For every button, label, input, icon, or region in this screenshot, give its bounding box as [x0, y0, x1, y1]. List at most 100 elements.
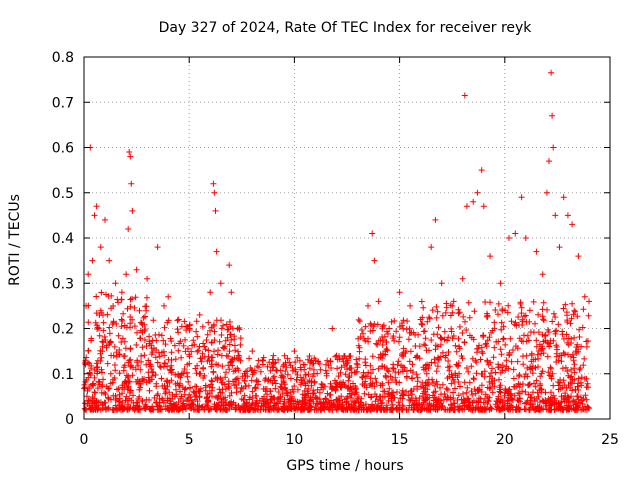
roti-sample: [583, 343, 590, 350]
roti-sample: [499, 367, 506, 374]
roti-sample: [478, 382, 485, 389]
roti-sample: [181, 366, 188, 372]
roti-sample: [102, 337, 109, 343]
roti-sample: [576, 400, 583, 407]
roti-sample: [225, 353, 232, 360]
roti-sample: [411, 401, 418, 408]
roti-sample: [507, 335, 514, 342]
roti-sample: [200, 365, 207, 372]
roti-sample: [546, 343, 553, 350]
roti-point: [586, 298, 592, 305]
roti-sample: [454, 403, 461, 410]
roti-sample: [141, 336, 148, 343]
roti-point: [125, 226, 132, 232]
roti-sample: [143, 343, 150, 349]
roti-sample: [489, 389, 496, 396]
roti-sample: [404, 318, 411, 325]
roti-sample: [131, 304, 138, 311]
roti-sample: [461, 339, 468, 345]
roti-sample: [238, 384, 245, 391]
roti-sample: [252, 384, 259, 391]
roti-sample: [133, 342, 140, 348]
roti-sample: [132, 404, 139, 411]
roti-sample: [119, 390, 126, 397]
roti-sample: [215, 347, 222, 354]
roti-sample: [110, 352, 117, 359]
roti-point: [154, 244, 161, 251]
roti-sample: [152, 372, 159, 378]
roti-sample: [350, 398, 356, 405]
roti-sample: [398, 362, 405, 369]
roti-sample: [581, 355, 588, 362]
roti-sample: [560, 395, 567, 401]
roti-sample: [555, 357, 562, 364]
roti-sample: [219, 363, 226, 370]
roti-point: [280, 361, 287, 368]
roti-sample: [173, 391, 180, 398]
x-axis-label: GPS time / hours: [286, 458, 403, 474]
roti-sample: [475, 345, 482, 352]
roti-sample: [518, 304, 525, 311]
roti-sample: [496, 406, 502, 413]
roti-point: [291, 348, 298, 355]
roti-sample: [103, 383, 110, 390]
roti-sample: [335, 406, 341, 413]
roti-sample: [219, 379, 226, 386]
roti-sample: [480, 332, 486, 339]
roti-sample: [360, 330, 366, 337]
roti-point: [428, 244, 435, 251]
roti-sample: [377, 337, 384, 344]
roti-sample: [174, 326, 181, 333]
roti-sample: [400, 325, 407, 332]
roti-sample: [136, 403, 143, 410]
roti-sample: [445, 334, 452, 341]
roti-sample: [110, 406, 117, 413]
roti-sample: [122, 345, 129, 352]
roti-sample: [412, 354, 419, 361]
roti-sample: [530, 356, 537, 363]
roti-sample: [162, 341, 169, 348]
roti-sample: [269, 380, 276, 386]
roti-sample: [372, 375, 379, 382]
roti-sample: [388, 397, 395, 404]
roti-sample: [555, 386, 562, 393]
roti-sample: [472, 390, 479, 397]
roti-sample: [225, 326, 232, 333]
roti-sample: [294, 354, 301, 361]
roti-sample: [488, 378, 495, 385]
roti-sample: [271, 402, 278, 409]
roti-sample: [575, 348, 582, 355]
roti-sample: [227, 331, 234, 338]
roti-sample: [110, 319, 117, 326]
x-tick-label: 15: [391, 432, 409, 448]
roti-sample: [136, 307, 143, 314]
roti-sample: [508, 395, 515, 402]
roti-point: [470, 198, 477, 205]
roti-sample: [146, 387, 153, 394]
roti-sample: [138, 358, 145, 365]
roti-sample: [502, 367, 509, 374]
roti-sample: [124, 386, 131, 393]
roti-sample: [129, 372, 136, 379]
roti-sample: [302, 382, 309, 389]
roti-sample: [353, 368, 360, 375]
x-tick-label: 5: [185, 432, 194, 448]
roti-point: [549, 112, 556, 119]
roti-sample: [277, 383, 284, 390]
roti-sample: [174, 380, 181, 387]
roti-sample: [186, 360, 193, 367]
roti-point: [512, 230, 519, 237]
roti-sample: [536, 406, 542, 413]
roti-sample: [302, 392, 308, 399]
roti-sample: [532, 383, 539, 390]
roti-sample: [435, 357, 442, 363]
roti-sample: [520, 353, 526, 360]
roti-sample: [90, 406, 97, 413]
roti-sample: [442, 309, 449, 316]
roti-sample: [165, 406, 172, 413]
roti-sample: [118, 323, 125, 330]
roti-sample: [151, 394, 158, 401]
roti-sample: [98, 289, 105, 296]
roti-sample: [396, 323, 403, 330]
roti-sample: [383, 338, 390, 345]
